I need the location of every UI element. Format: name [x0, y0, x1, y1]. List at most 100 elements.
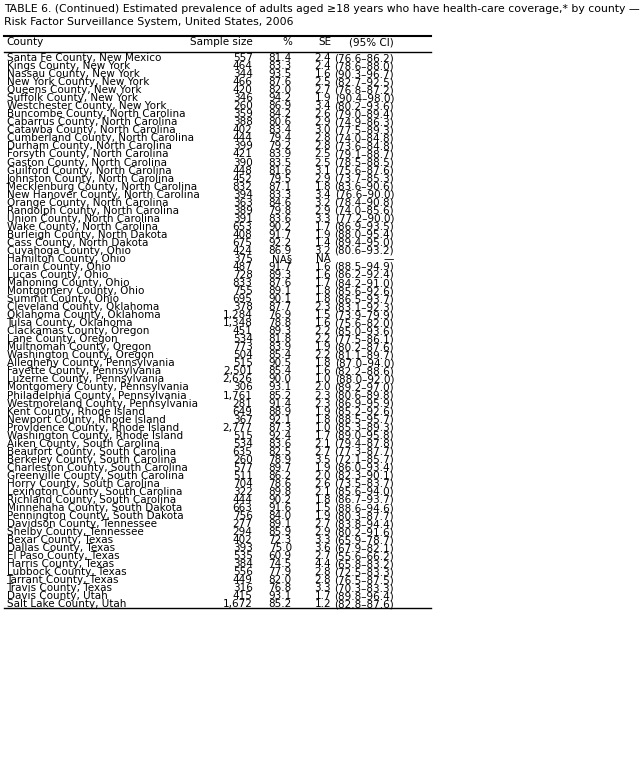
- Text: 80.6: 80.6: [269, 117, 292, 127]
- Text: Forsyth County, North Carolina: Forsyth County, North Carolina: [6, 149, 168, 159]
- Text: 92.1: 92.1: [269, 415, 292, 424]
- Text: (88.0–92.0): (88.0–92.0): [335, 374, 394, 384]
- Text: 89.1: 89.1: [269, 519, 292, 529]
- Text: 464: 464: [233, 61, 253, 71]
- Text: Mecklenburg County, North Carolina: Mecklenburg County, North Carolina: [6, 182, 197, 192]
- Text: 755: 755: [233, 286, 253, 296]
- Text: 84.0: 84.0: [269, 511, 292, 521]
- Text: 2.4: 2.4: [314, 53, 331, 63]
- Text: 90.5: 90.5: [269, 359, 292, 368]
- Text: 3.3: 3.3: [314, 535, 331, 545]
- Text: (80.2–87.6): (80.2–87.6): [335, 343, 394, 352]
- Text: 2.5: 2.5: [314, 158, 331, 168]
- Text: Queens County, New York: Queens County, New York: [6, 85, 141, 96]
- Text: Washington County, Oregon: Washington County, Oregon: [6, 350, 154, 360]
- Text: 85.9: 85.9: [269, 527, 292, 537]
- Text: 3.1: 3.1: [314, 165, 331, 176]
- Text: 2.8: 2.8: [314, 142, 331, 152]
- Text: (88.5–95.7): (88.5–95.7): [335, 415, 394, 424]
- Text: 389: 389: [233, 205, 253, 216]
- Text: 535: 535: [233, 551, 253, 561]
- Text: 1.9: 1.9: [314, 93, 331, 103]
- Text: 84.2: 84.2: [269, 109, 292, 119]
- Text: 2.1: 2.1: [314, 439, 331, 449]
- Text: 83.4: 83.4: [269, 125, 292, 136]
- Text: 75.0: 75.0: [269, 543, 292, 553]
- Text: 81.6: 81.6: [269, 165, 292, 176]
- Text: 515: 515: [233, 359, 253, 368]
- Text: 375: 375: [233, 254, 253, 264]
- Text: Davidson County, Tennessee: Davidson County, Tennessee: [6, 519, 156, 529]
- Text: 378: 378: [233, 302, 253, 312]
- Text: 92.4: 92.4: [269, 431, 292, 440]
- Text: Salt Lake County, Utah: Salt Lake County, Utah: [6, 600, 126, 609]
- Text: 504: 504: [233, 350, 253, 360]
- Text: 449: 449: [233, 575, 253, 585]
- Text: 91.4: 91.4: [269, 399, 292, 409]
- Text: 89.8: 89.8: [269, 487, 292, 497]
- Text: 85.4: 85.4: [269, 366, 292, 377]
- Text: (79.4–87.8): (79.4–87.8): [335, 439, 394, 449]
- Text: (76.6–86.2): (76.6–86.2): [335, 53, 394, 63]
- Text: (85.6–92.6): (85.6–92.6): [335, 286, 394, 296]
- Text: Fayette County, Pennsylvania: Fayette County, Pennsylvania: [6, 366, 161, 377]
- Text: 1.8: 1.8: [314, 294, 331, 304]
- Text: 2.0: 2.0: [315, 383, 331, 393]
- Text: Cumberland County, North Carolina: Cumberland County, North Carolina: [6, 133, 194, 143]
- Text: (76.8–87.2): (76.8–87.2): [335, 85, 394, 96]
- Text: (78.4–90.8): (78.4–90.8): [335, 198, 394, 208]
- Text: 1,348: 1,348: [223, 318, 253, 328]
- Text: 1.7: 1.7: [314, 222, 331, 232]
- Text: 76.9: 76.9: [269, 310, 292, 320]
- Text: 2.2: 2.2: [314, 326, 331, 337]
- Text: Montgomery County, Pennsylvania: Montgomery County, Pennsylvania: [6, 383, 188, 393]
- Text: 86.9: 86.9: [269, 246, 292, 256]
- Text: Randolph County, North Carolina: Randolph County, North Carolina: [6, 205, 179, 216]
- Text: 78.8: 78.8: [269, 318, 292, 328]
- Text: 1.9: 1.9: [314, 511, 331, 521]
- Text: Harris County, Texas: Harris County, Texas: [6, 559, 113, 569]
- Text: 2.5: 2.5: [314, 77, 331, 87]
- Text: (77.2–90.0): (77.2–90.0): [335, 214, 394, 224]
- Text: 3.0: 3.0: [315, 125, 331, 136]
- Text: Union County, North Carolina: Union County, North Carolina: [6, 214, 160, 224]
- Text: 2.9: 2.9: [314, 527, 331, 537]
- Text: 89.1: 89.1: [269, 286, 292, 296]
- Text: 363: 363: [233, 198, 253, 208]
- Text: (80.6–93.2): (80.6–93.2): [335, 246, 394, 256]
- Text: (79.1–88.7): (79.1–88.7): [335, 149, 394, 159]
- Text: Tulsa County, Oklahoma: Tulsa County, Oklahoma: [6, 318, 133, 328]
- Text: 2.8: 2.8: [314, 575, 331, 585]
- Text: NA§: NA§: [272, 254, 292, 264]
- Text: 74.5: 74.5: [269, 559, 292, 569]
- Text: (80.3–87.7): (80.3–87.7): [335, 511, 394, 521]
- Text: (78.5–88.5): (78.5–88.5): [335, 158, 394, 168]
- Text: 1.6: 1.6: [314, 270, 331, 280]
- Text: Providence County, Rhode Island: Providence County, Rhode Island: [6, 423, 179, 433]
- Text: 3.4: 3.4: [314, 190, 331, 199]
- Text: 421: 421: [233, 149, 253, 159]
- Text: (77.5–89.3): (77.5–89.3): [335, 125, 394, 136]
- Text: 1,672: 1,672: [223, 600, 253, 609]
- Text: 83.3: 83.3: [269, 61, 292, 71]
- Text: 444: 444: [233, 495, 253, 505]
- Text: (86.2–92.4): (86.2–92.4): [335, 270, 394, 280]
- Text: 79.2: 79.2: [269, 142, 292, 152]
- Text: 85.2: 85.2: [269, 390, 292, 400]
- Text: (75.6–82.0): (75.6–82.0): [335, 318, 394, 328]
- Text: (74.0–85.6): (74.0–85.6): [335, 205, 394, 216]
- Text: 1.7: 1.7: [314, 278, 331, 288]
- Text: 393: 393: [233, 543, 253, 553]
- Text: 2.7: 2.7: [314, 85, 331, 96]
- Text: Orange County, North Carolina: Orange County, North Carolina: [6, 198, 168, 208]
- Text: 77.9: 77.9: [269, 567, 292, 578]
- Text: (83.1–92.3): (83.1–92.3): [335, 302, 394, 312]
- Text: (80.2–93.6): (80.2–93.6): [335, 102, 394, 111]
- Text: 2.7: 2.7: [314, 551, 331, 561]
- Text: (72.5–83.3): (72.5–83.3): [335, 567, 394, 578]
- Text: Charleston County, South Carolina: Charleston County, South Carolina: [6, 463, 187, 473]
- Text: 444: 444: [233, 133, 253, 143]
- Text: 91.7: 91.7: [269, 230, 292, 240]
- Text: (76.6–90.0): (76.6–90.0): [335, 190, 394, 199]
- Text: Wake County, North Carolina: Wake County, North Carolina: [6, 222, 158, 232]
